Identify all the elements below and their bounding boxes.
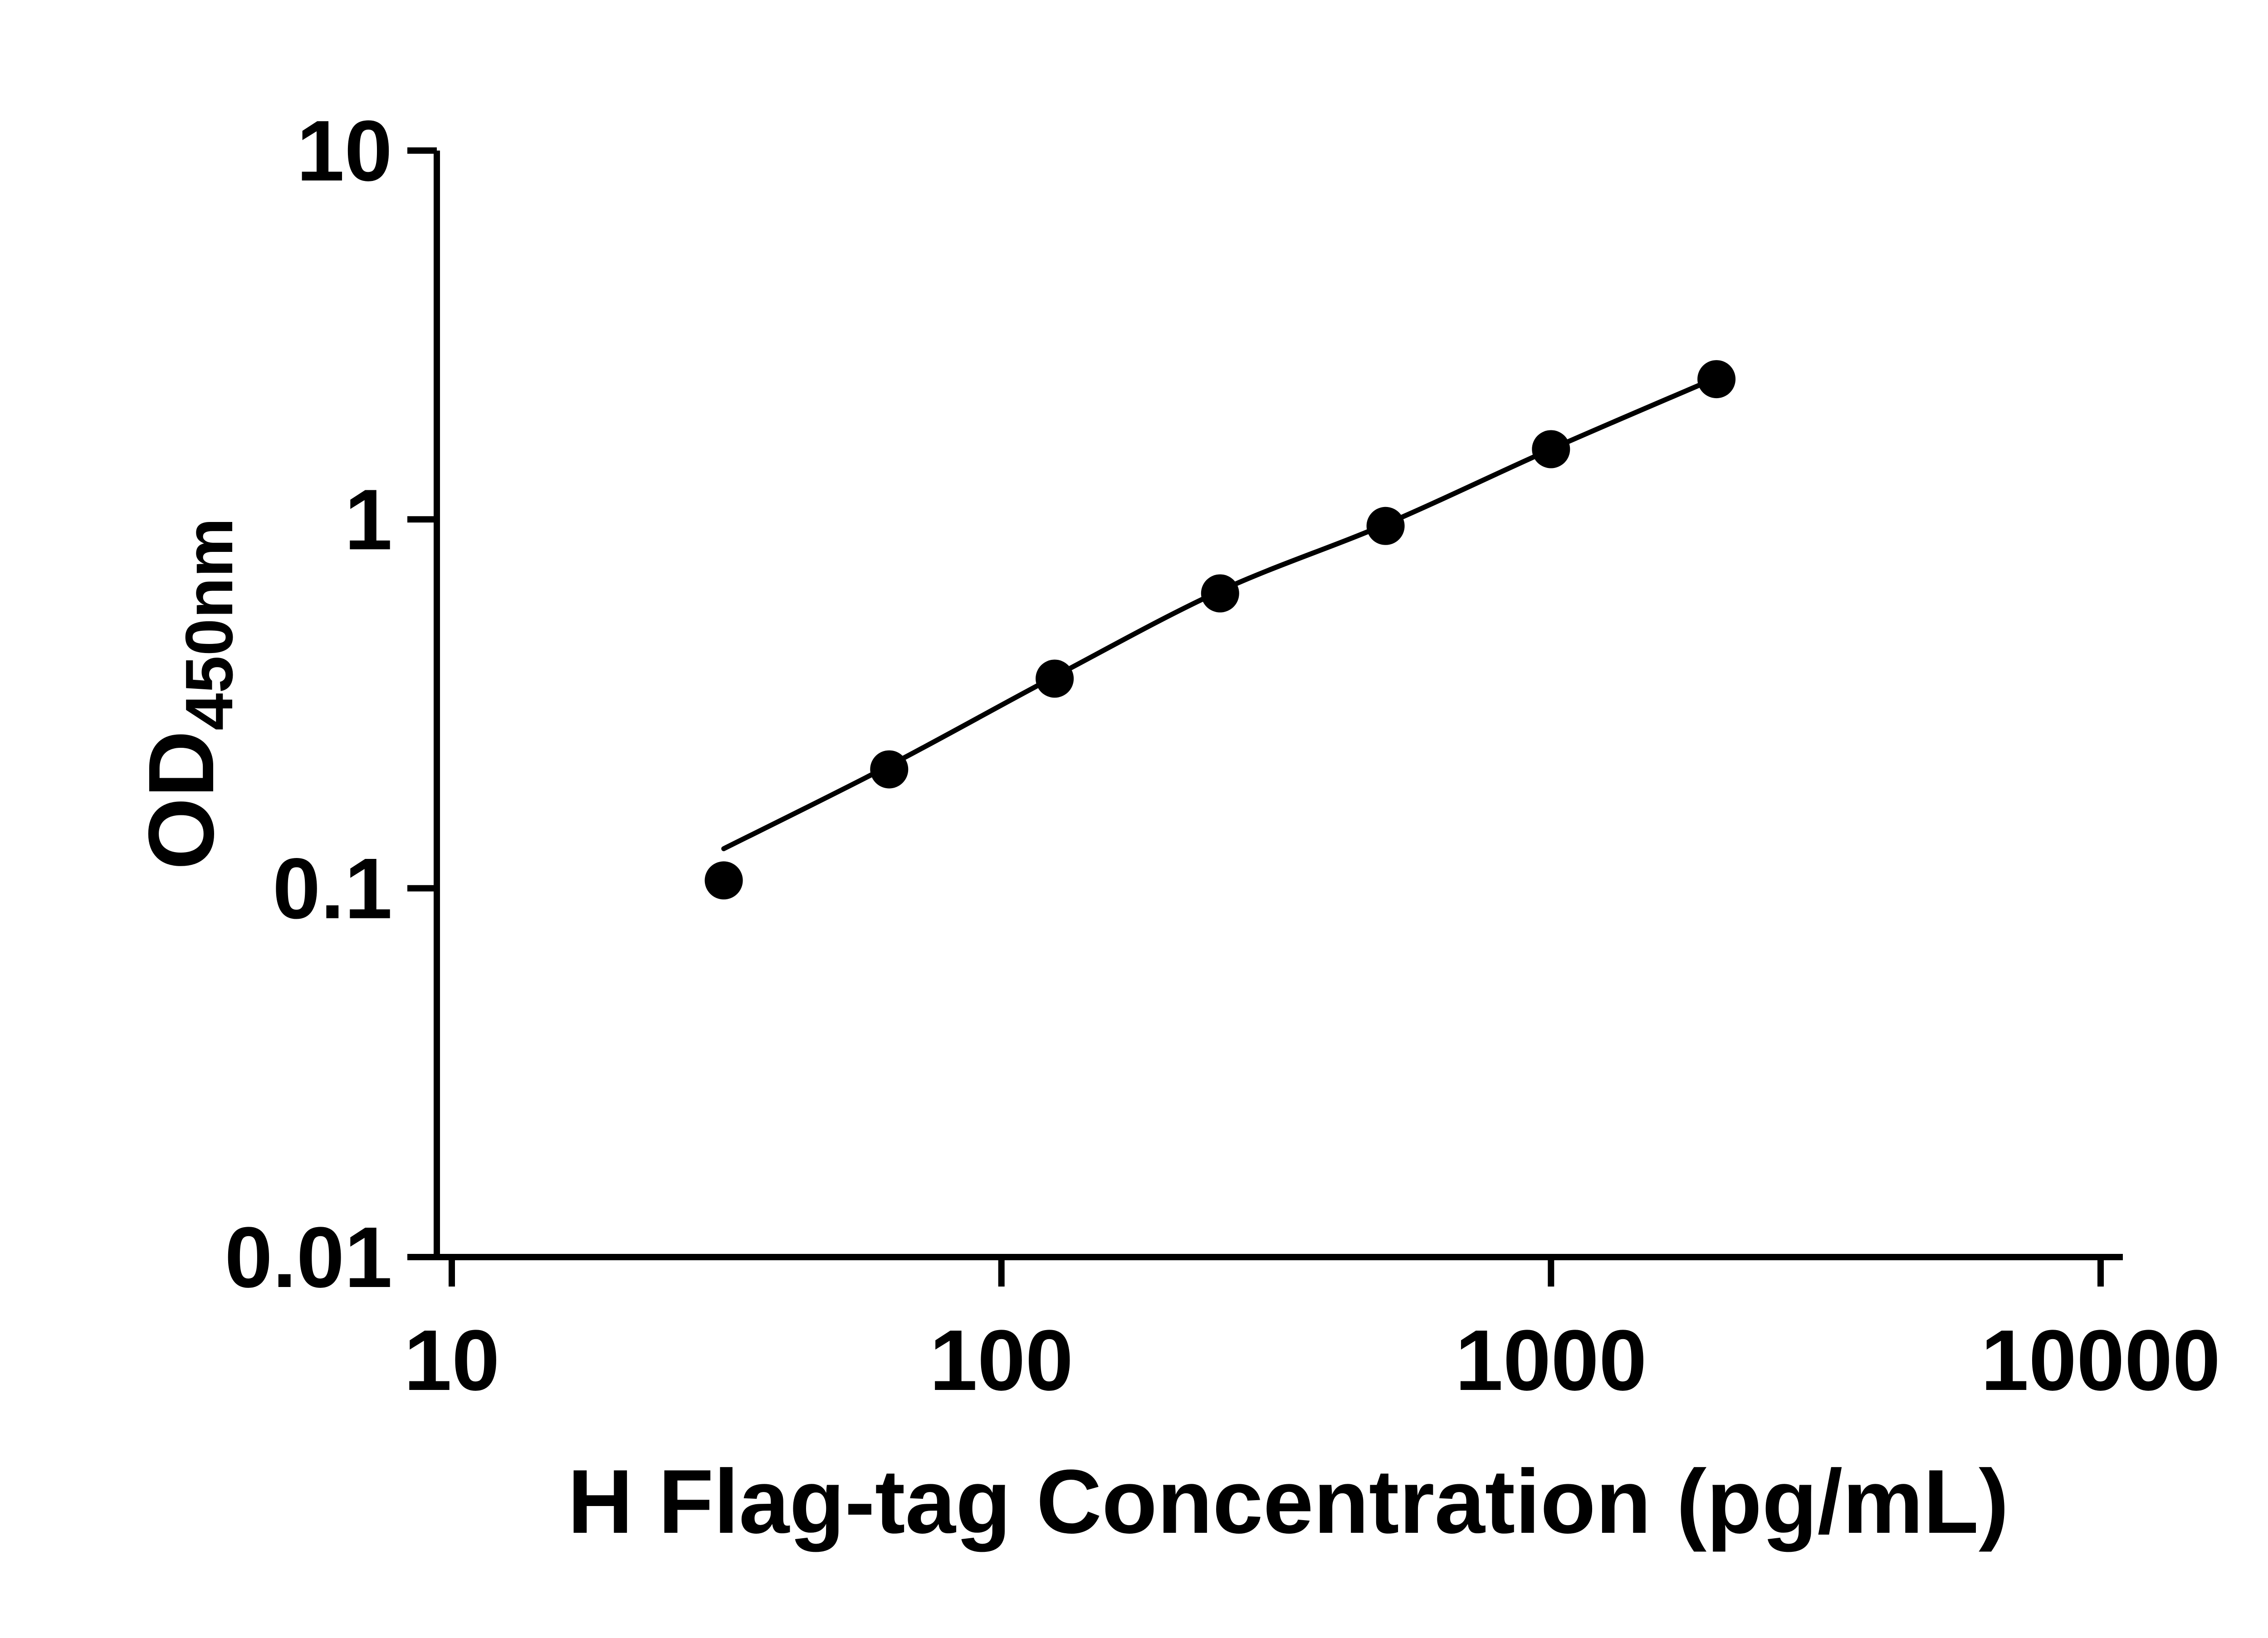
data-points bbox=[704, 360, 1736, 900]
x-tick-label: 10000 bbox=[1981, 1312, 2220, 1409]
data-point bbox=[1697, 360, 1736, 399]
x-tick-label: 100 bbox=[929, 1312, 1073, 1409]
y-axis-title-sub: 450nm bbox=[172, 518, 247, 731]
y-tick-label: 1 bbox=[344, 472, 392, 568]
data-point bbox=[1036, 659, 1074, 698]
y-axis-title: OD450nm bbox=[129, 518, 247, 870]
y-tick-label: 0.1 bbox=[273, 841, 392, 937]
axis-lines bbox=[434, 151, 2123, 1260]
y-axis-title-main: OD bbox=[129, 731, 233, 870]
data-point bbox=[704, 861, 743, 900]
data-point bbox=[1366, 507, 1405, 545]
y-tick-label: 0.01 bbox=[225, 1209, 392, 1306]
tick-labels: 10 100 1000 10000 0.01 0.1 1 10 bbox=[225, 103, 2220, 1409]
x-tick-label: 1000 bbox=[1455, 1312, 1647, 1409]
data-point bbox=[1532, 430, 1570, 468]
tick-marks bbox=[407, 147, 2104, 1287]
y-tick-label: 10 bbox=[297, 103, 392, 199]
data-point bbox=[870, 750, 909, 789]
x-tick-label: 10 bbox=[404, 1312, 499, 1409]
data-point bbox=[1201, 574, 1239, 613]
x-axis-title: H Flag-tag Concentration (pg/mL) bbox=[567, 1451, 2009, 1552]
